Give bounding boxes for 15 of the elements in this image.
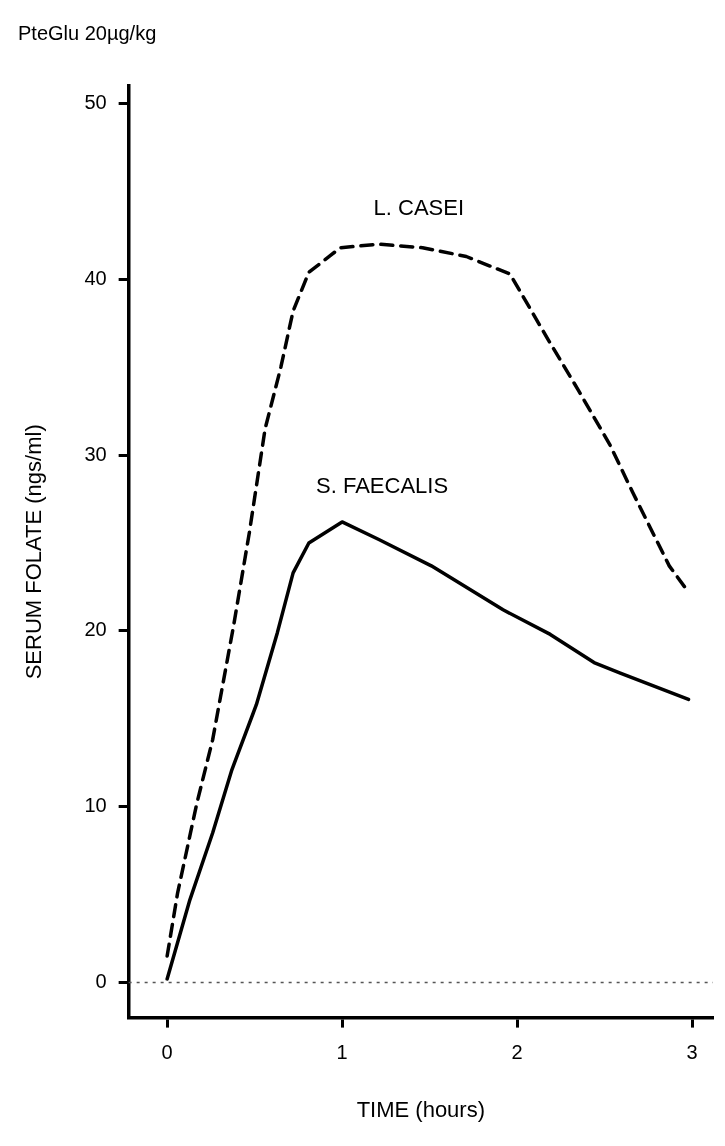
y-tick-label: 50: [84, 91, 107, 114]
x-tick-label: 3: [686, 1041, 698, 1064]
y-tick-label: 30: [84, 442, 107, 465]
series-label: L. CASEI: [373, 195, 465, 221]
x-tick-label: 1: [336, 1041, 348, 1064]
x-tick-label: 2: [511, 1041, 523, 1064]
y-tick-label: 10: [84, 794, 107, 817]
x-tick-label: 0: [161, 1041, 173, 1064]
series-label: S. FAECALIS: [316, 472, 449, 498]
y-tick-label: 40: [84, 266, 107, 289]
y-tick-label: 20: [84, 618, 107, 641]
y-tick-label: 0: [95, 969, 107, 992]
y-axis-title: SERUM FOLATE (ngs/ml): [21, 424, 47, 680]
x-axis-title: TIME (hours): [356, 1096, 485, 1122]
chart-title: PteGlu 20µg/kg: [18, 21, 157, 44]
